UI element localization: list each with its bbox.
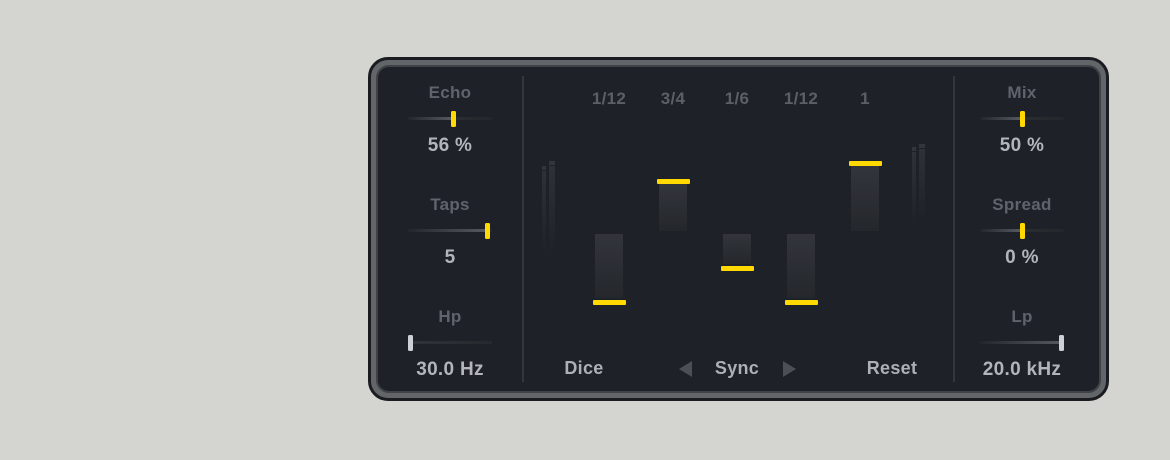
ghost-tick-icon xyxy=(542,166,546,170)
mix-slider-handle[interactable] xyxy=(1019,111,1025,127)
left-divider xyxy=(522,76,524,382)
tap-1-handle[interactable] xyxy=(592,300,626,305)
taps-label: Taps xyxy=(430,195,470,214)
mix-label: Mix xyxy=(1007,83,1037,102)
spread-control: Spread 0 % xyxy=(950,192,1094,271)
spread-slider-handle[interactable] xyxy=(1019,223,1025,239)
taps-control: Taps 5 xyxy=(378,192,522,271)
dice-button[interactable]: Dice xyxy=(564,358,604,378)
lp-slider-track[interactable] xyxy=(980,341,1064,344)
reset-button[interactable]: Reset xyxy=(866,358,918,378)
sync-prev-icon[interactable] xyxy=(679,361,692,377)
lp-control: Lp 20.0 kHz xyxy=(950,304,1094,383)
tap-editor[interactable]: Dice Sync Reset 1/12 3/4 1/6 1/12 1 xyxy=(522,67,953,388)
echo-slider-handle[interactable] xyxy=(450,111,456,127)
device-panel: Echo 56 % Taps 5 Hp 30.0 Hz Mix 50 % Spread 0 % L… xyxy=(376,65,1101,393)
taps-slider[interactable] xyxy=(378,217,522,245)
tap-2-bar[interactable] xyxy=(659,184,687,231)
lp-label: Lp xyxy=(1011,307,1033,326)
echo-value[interactable]: 56 % xyxy=(427,135,473,156)
hp-control: Hp 30.0 Hz xyxy=(378,304,522,383)
tap-1-bar[interactable] xyxy=(595,234,623,298)
tap-2-handle[interactable] xyxy=(656,179,690,184)
echo-control: Echo 56 % xyxy=(378,80,522,159)
hp-label: Hp xyxy=(438,307,462,326)
spread-value[interactable]: 0 % xyxy=(1005,247,1039,268)
echo-slider[interactable] xyxy=(378,105,522,133)
tap-1-time-label: 1/12 xyxy=(591,89,627,108)
echo-label: Echo xyxy=(428,83,472,102)
sync-next-icon[interactable] xyxy=(783,361,796,377)
lp-slider[interactable] xyxy=(950,329,1094,357)
spread-slider[interactable] xyxy=(950,217,1094,245)
tap-4-bar[interactable] xyxy=(787,234,815,298)
taps-slider-handle[interactable] xyxy=(484,223,490,239)
tap-3-bar[interactable] xyxy=(723,234,751,264)
hp-slider-handle[interactable] xyxy=(408,335,413,351)
right-divider xyxy=(953,76,955,382)
mix-value[interactable]: 50 % xyxy=(999,135,1045,156)
hp-slider-track[interactable] xyxy=(408,341,492,344)
taps-slider-track[interactable] xyxy=(408,229,492,232)
tap-5-handle[interactable] xyxy=(848,161,882,166)
echo-device: Echo 56 % Taps 5 Hp 30.0 Hz Mix 50 % Spread 0 % L… xyxy=(368,57,1109,401)
tap-4-time-label: 1/12 xyxy=(783,89,819,108)
taps-value[interactable]: 5 xyxy=(444,247,456,268)
mix-control: Mix 50 % xyxy=(950,80,1094,159)
ghost-tick-icon xyxy=(912,147,916,151)
hp-slider[interactable] xyxy=(378,329,522,357)
lp-slider-handle[interactable] xyxy=(1059,335,1064,351)
tap-2-time-label: 3/4 xyxy=(660,89,686,108)
tap-3-handle[interactable] xyxy=(720,266,754,271)
sync-button[interactable]: Sync xyxy=(714,358,760,378)
ghost-tick-icon xyxy=(549,161,555,165)
lp-value[interactable]: 20.0 kHz xyxy=(982,359,1062,380)
tap-3-time-label: 1/6 xyxy=(724,89,750,108)
tap-5-bar[interactable] xyxy=(851,166,879,231)
mix-slider[interactable] xyxy=(950,105,1094,133)
ghost-tick-icon xyxy=(919,144,925,148)
hp-value[interactable]: 30.0 Hz xyxy=(416,359,484,380)
echo-slider-track[interactable] xyxy=(408,117,492,120)
spread-label: Spread xyxy=(992,195,1052,214)
tap-4-handle[interactable] xyxy=(784,300,818,305)
tap-5-time-label: 1 xyxy=(860,89,870,108)
